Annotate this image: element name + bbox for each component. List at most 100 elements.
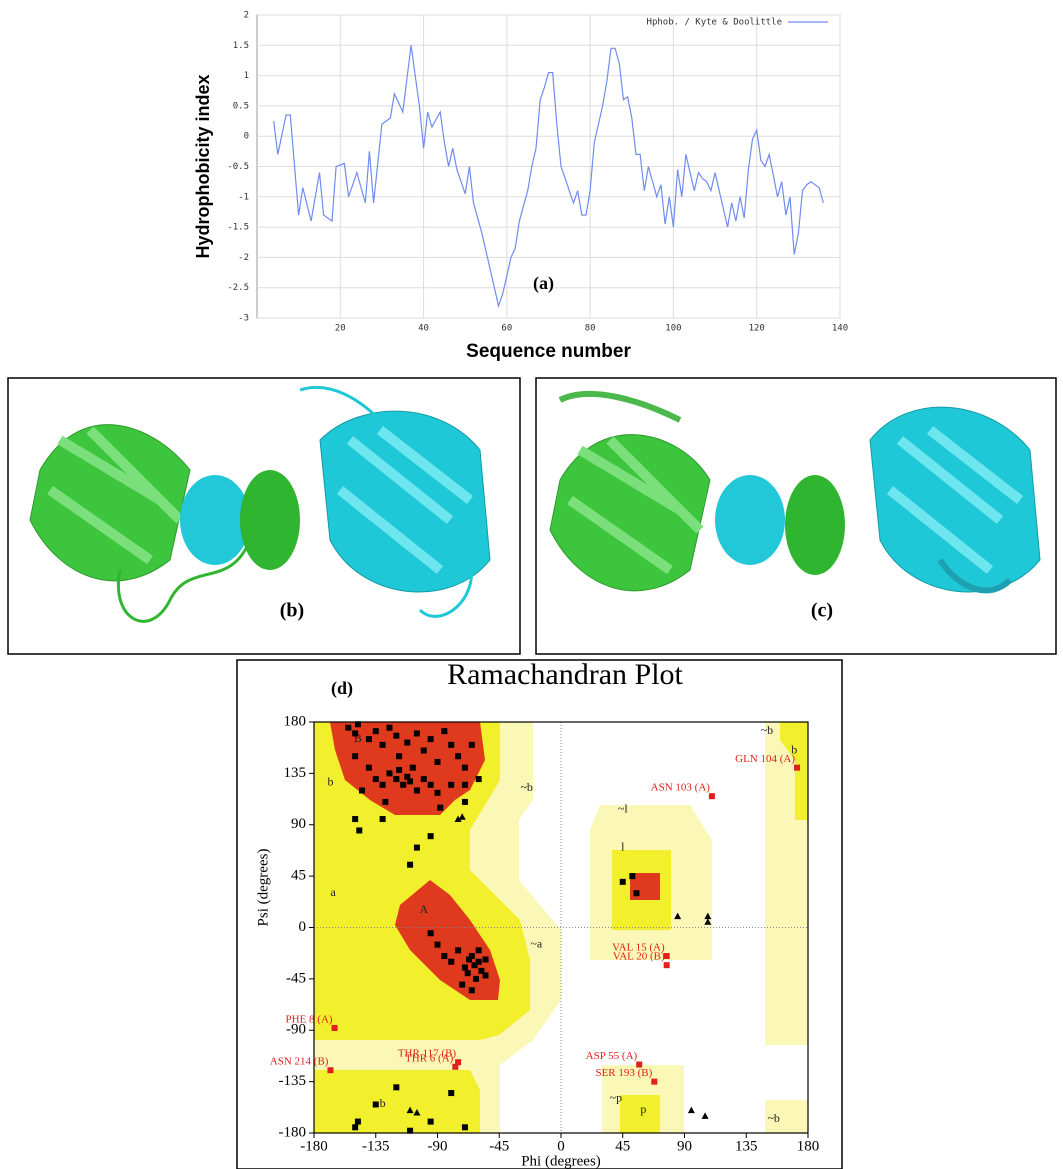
residue-point [421, 776, 427, 782]
residue-point [455, 753, 461, 759]
x-tick-label: 90 [677, 1138, 692, 1154]
residue-point [435, 942, 441, 948]
x-tick-label: 140 [832, 324, 848, 334]
outlier-point [664, 962, 670, 968]
residue-point [386, 770, 392, 776]
residue-label: ASN 103 (A) [651, 782, 711, 794]
y-tick-label: -1.5 [227, 223, 249, 233]
y-tick-label: 90 [291, 816, 306, 832]
residue-point [448, 742, 454, 748]
residue-point [393, 776, 399, 782]
green-helix [240, 470, 300, 570]
region-label: ~b [761, 723, 774, 737]
residue-point [469, 987, 475, 993]
panel-label: (a) [533, 273, 554, 294]
residue-point [462, 799, 468, 805]
x-tick-label: -45 [489, 1138, 509, 1154]
y-tick-label: -2 [238, 253, 249, 263]
panel-label: (c) [811, 600, 833, 622]
region-label: a [331, 885, 337, 899]
residue-point [437, 805, 443, 811]
residue-point [366, 736, 372, 742]
allowed-region [314, 1070, 480, 1133]
x-tick-label: -90 [428, 1138, 448, 1154]
residue-point [382, 799, 388, 805]
x-tick-label: -180 [300, 1138, 328, 1154]
residue-point [472, 962, 478, 968]
y-tick-label: 0.5 [233, 101, 249, 111]
residue-label: THR 6 (A) [405, 1052, 454, 1064]
residue-point [414, 730, 420, 736]
x-tick-label: 40 [418, 324, 429, 334]
residue-point [373, 1101, 379, 1107]
residue-point [352, 753, 358, 759]
residue-point [352, 730, 358, 736]
residue-point [428, 833, 434, 839]
residue-point [396, 767, 402, 773]
legend-label: Hphob. / Kyte & Doolittle [647, 18, 782, 28]
region-label: p [640, 1102, 646, 1116]
residue-point [380, 782, 386, 788]
region-label: b [327, 774, 333, 788]
x-axis-label: Phi (degrees) [521, 1153, 601, 1169]
y-tick-label: -45 [286, 970, 306, 986]
residue-point [352, 1124, 358, 1130]
y-axis-label: Psi (degrees) [255, 849, 271, 927]
y-tick-label: 0 [299, 919, 307, 935]
x-tick-label: 0 [557, 1138, 565, 1154]
region-label: ~b [767, 1111, 780, 1125]
residue-point [404, 740, 410, 746]
residue-point [620, 879, 626, 885]
residue-point [400, 782, 406, 788]
y-tick-label: -135 [279, 1073, 307, 1089]
y-tick-label: 45 [291, 868, 306, 884]
region-label: ~l [618, 802, 628, 816]
y-tick-label: 2 [244, 11, 249, 21]
cyan-helix [180, 475, 250, 565]
residue-point [356, 827, 362, 833]
region-label: A [419, 902, 428, 916]
residue-point [435, 790, 441, 796]
outlier-point [327, 1067, 333, 1073]
y-tick-label: 1 [244, 71, 249, 81]
residue-label: ASP 55 (A) [586, 1050, 638, 1062]
panel-label: (b) [280, 600, 304, 622]
residue-point [462, 964, 468, 970]
figure: (b) (c) -3-2.5-2-1.5-1-0.500.511.5220406… [0, 0, 1063, 1169]
y-tick-label: -1 [238, 192, 249, 202]
residue-point [428, 782, 434, 788]
residue-point [359, 788, 365, 794]
residue-point [373, 776, 379, 782]
x-tick-label: 120 [749, 324, 765, 334]
residue-point [407, 862, 413, 868]
residue-point [428, 930, 434, 936]
residue-point [355, 1119, 361, 1125]
residue-point [435, 759, 441, 765]
y-tick-label: -0.5 [227, 162, 249, 172]
y-tick-label: 0 [244, 132, 249, 142]
residue-point [366, 765, 372, 771]
residue-point [355, 721, 361, 727]
region-label: ~p [610, 1091, 623, 1105]
residue-point [448, 1090, 454, 1096]
structure-panel-c: (c) [536, 378, 1056, 654]
residue-point [352, 816, 358, 822]
residue-point [407, 778, 413, 784]
residue-point [448, 782, 454, 788]
residue-point [373, 728, 379, 734]
residue-point [380, 742, 386, 748]
region-label: b [380, 1096, 386, 1110]
residue-label: VAL 20 (B) [613, 951, 665, 963]
x-tick-label: 135 [735, 1138, 758, 1154]
y-tick-label: 180 [284, 713, 307, 729]
residue-label: ASN 214 (B) [270, 1056, 329, 1068]
residue-point [469, 742, 475, 748]
residue-point [428, 736, 434, 742]
x-tick-label: -135 [362, 1138, 390, 1154]
residue-point [462, 765, 468, 771]
residue-point [465, 970, 471, 976]
cyan-helix [715, 475, 785, 565]
outlier-point [794, 765, 800, 771]
y-axis-label: Hydrophobicity index [193, 74, 213, 258]
green-helix [785, 475, 845, 575]
